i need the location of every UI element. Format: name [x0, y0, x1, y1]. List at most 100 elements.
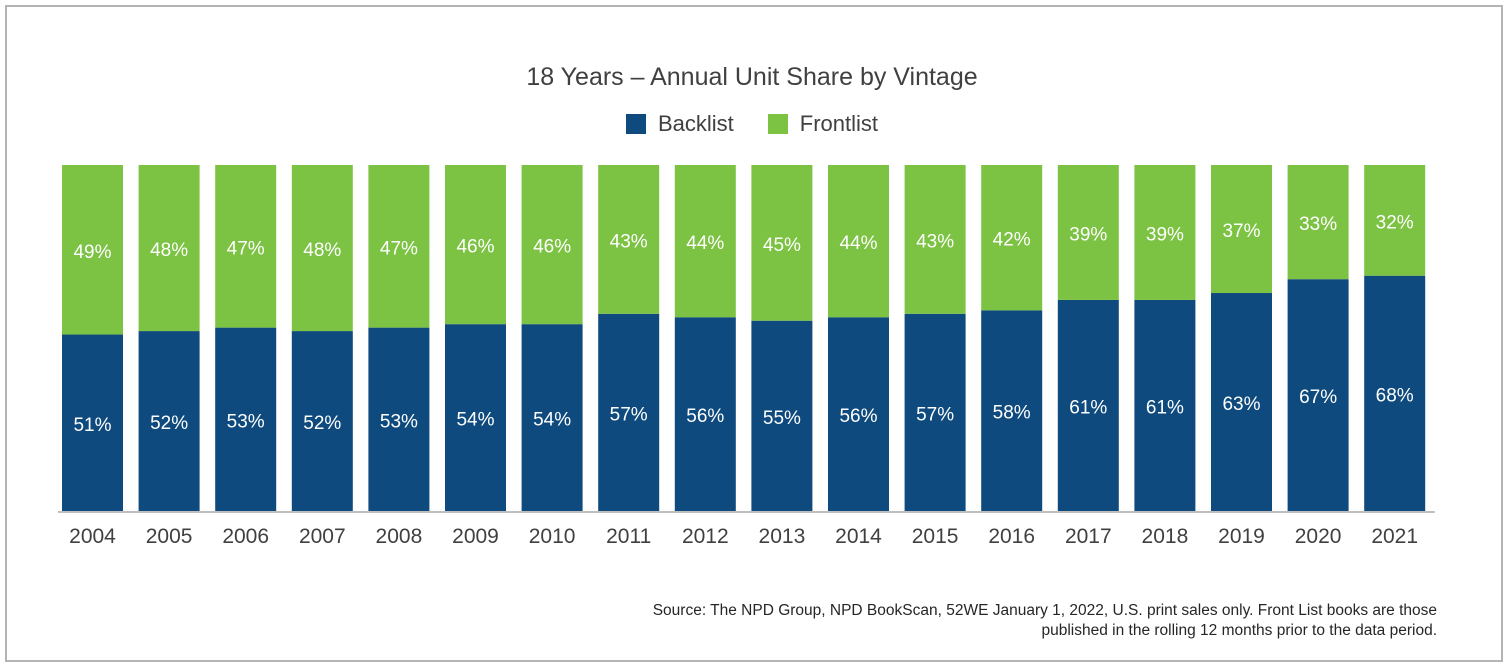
x-tick-label-2006: 2006 [222, 525, 269, 548]
data-label-frontlist-2004: 49% [73, 242, 111, 263]
x-tick-label-2012: 2012 [682, 525, 729, 548]
x-tick-label-2018: 2018 [1142, 525, 1189, 548]
x-tick-label-2011: 2011 [606, 525, 651, 548]
data-label-backlist-2007: 52% [303, 413, 341, 434]
bar-backlist-2006 [215, 327, 277, 511]
data-label-frontlist-2015: 43% [916, 231, 954, 252]
bar-frontlist-2011 [598, 165, 660, 314]
data-label-frontlist-2008: 47% [380, 238, 418, 259]
x-tick-label-2015: 2015 [912, 525, 959, 548]
legend-item-frontlist: Frontlist [767, 111, 879, 137]
x-tick-label-2019: 2019 [1218, 525, 1265, 548]
bar-frontlist-2014 [828, 165, 889, 318]
stacked-bar-chart: 51% 49% 2004 52% 48% 2005 53% 47% 2006 52% 48% 2007… [58, 165, 1435, 548]
data-label-backlist-2015: 57% [916, 404, 954, 425]
legend-swatch-frontlist [767, 114, 788, 134]
data-label-frontlist-2014: 44% [839, 233, 877, 254]
data-label-backlist-2010: 54% [533, 410, 571, 431]
x-tick-label-2014: 2014 [835, 525, 882, 548]
bar-backlist-2009 [445, 324, 506, 511]
bar-backlist-2015 [904, 313, 966, 511]
x-tick-label-2010: 2010 [529, 525, 576, 548]
bar-frontlist-2006 [215, 165, 277, 328]
bar-backlist-2013 [751, 320, 813, 511]
bar-frontlist-2016 [981, 165, 1043, 311]
data-label-frontlist-2018: 39% [1146, 224, 1184, 245]
data-label-frontlist-2020: 33% [1299, 214, 1337, 235]
chart-frame: 18 Years – Annual Unit Share by Vintage … [5, 5, 1503, 662]
data-label-frontlist-2013: 45% [763, 235, 801, 256]
chart-title: 18 Years – Annual Unit Share by Vintage [526, 63, 978, 91]
chart-legend: Backlist Frontlist [7, 111, 1497, 137]
source-note-line-1: Source: The NPD Group, NPD BookScan, 52W… [652, 602, 1437, 619]
data-label-backlist-2021: 68% [1376, 385, 1414, 406]
bar-backlist-2005 [138, 331, 200, 511]
bar-backlist-2008 [368, 327, 430, 511]
legend-label-backlist: Backlist [657, 111, 734, 136]
data-label-frontlist-2016: 42% [993, 230, 1031, 251]
source-note-line-2: published in the rolling 12 months prior… [1041, 622, 1438, 639]
bar-frontlist-2015 [904, 165, 966, 314]
bar-frontlist-2017 [1057, 165, 1119, 300]
x-tick-label-2008: 2008 [376, 525, 423, 548]
bar-backlist-2004 [62, 334, 123, 511]
bar-backlist-2019 [1211, 293, 1272, 511]
bar-frontlist-2008 [368, 165, 430, 328]
x-tick-label-2009: 2009 [452, 525, 499, 548]
bar-backlist-2012 [674, 317, 736, 511]
data-label-backlist-2020: 67% [1299, 387, 1337, 408]
bar-backlist-2011 [598, 313, 660, 511]
x-tick-label-2017: 2017 [1065, 525, 1112, 548]
bar-frontlist-2004 [62, 165, 123, 335]
x-tick-label-2005: 2005 [146, 525, 193, 548]
data-label-backlist-2009: 54% [456, 410, 494, 431]
data-label-backlist-2014: 56% [839, 406, 877, 427]
data-label-frontlist-2005: 48% [150, 240, 188, 261]
bar-frontlist-2010 [521, 165, 583, 325]
bar-frontlist-2020 [1287, 165, 1349, 280]
data-label-backlist-2008: 53% [380, 411, 418, 432]
data-label-backlist-2005: 52% [150, 413, 188, 434]
bar-backlist-2017 [1057, 299, 1119, 511]
bar-frontlist-2019 [1211, 165, 1272, 294]
data-label-frontlist-2011: 43% [610, 231, 648, 252]
x-tick-label-2020: 2020 [1295, 525, 1342, 548]
bar-frontlist-2012 [674, 165, 736, 318]
bar-frontlist-2021 [1364, 165, 1426, 276]
data-label-backlist-2017: 61% [1069, 397, 1107, 418]
data-label-backlist-2019: 63% [1222, 394, 1260, 415]
source-note: Source: The NPD Group, NPD BookScan, 52W… [653, 601, 1437, 641]
data-label-backlist-2012: 56% [686, 406, 724, 427]
data-label-frontlist-2009: 46% [456, 237, 494, 258]
x-tick-label-2007: 2007 [299, 525, 346, 548]
bar-frontlist-2009 [445, 165, 506, 325]
data-label-frontlist-2010: 46% [533, 237, 571, 258]
bar-frontlist-2013 [751, 165, 813, 321]
bar-backlist-2007 [291, 331, 353, 511]
bar-frontlist-2005 [138, 165, 200, 332]
data-label-frontlist-2019: 37% [1222, 221, 1260, 242]
data-label-backlist-2011: 57% [610, 404, 648, 425]
bar-backlist-2014 [828, 317, 889, 511]
bar-backlist-2020 [1287, 279, 1349, 511]
data-label-backlist-2004: 51% [73, 415, 111, 436]
legend-swatch-backlist [625, 114, 646, 134]
legend-item-backlist: Backlist [625, 111, 734, 137]
data-label-frontlist-2017: 39% [1069, 224, 1107, 245]
bar-backlist-2010 [521, 324, 583, 511]
data-label-backlist-2016: 58% [993, 403, 1031, 424]
legend-label-frontlist: Frontlist [799, 111, 879, 136]
data-label-backlist-2013: 55% [763, 408, 801, 429]
data-label-backlist-2006: 53% [227, 411, 265, 432]
x-tick-label-2021: 2021 [1371, 525, 1418, 548]
bar-frontlist-2007 [291, 165, 353, 332]
x-tick-label-2013: 2013 [759, 525, 806, 548]
data-label-frontlist-2021: 32% [1376, 212, 1414, 233]
bar-backlist-2021 [1364, 275, 1426, 511]
data-label-backlist-2018: 61% [1146, 397, 1184, 418]
bar-backlist-2018 [1134, 299, 1196, 511]
bar-backlist-2016 [981, 310, 1043, 511]
x-tick-label-2004: 2004 [69, 525, 116, 548]
bar-frontlist-2018 [1134, 165, 1196, 300]
data-label-frontlist-2012: 44% [686, 233, 724, 254]
